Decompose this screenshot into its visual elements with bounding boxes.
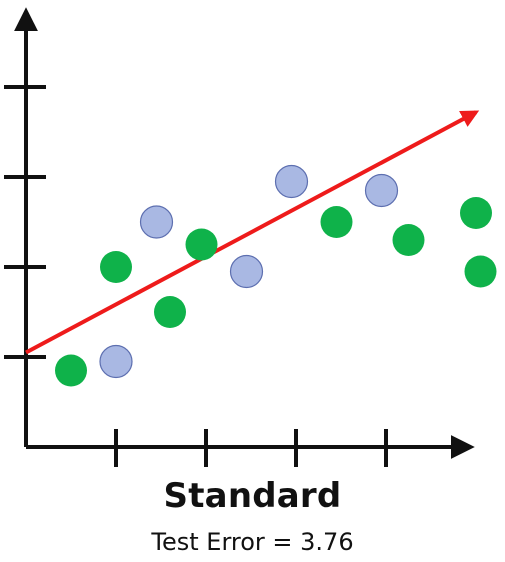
green-data-point: [464, 255, 497, 288]
blue-data-point: [99, 344, 133, 379]
blue-data-point: [364, 173, 399, 208]
axis-ticks: [4, 85, 388, 467]
test-error-label: Test Error = 3.76: [151, 528, 354, 556]
green-data-point: [392, 224, 425, 256]
green-data-point: [460, 197, 492, 229]
axes: [13, 7, 475, 459]
green-data-point: [100, 251, 132, 283]
green-data-point: [320, 206, 353, 238]
blue-data-point: [229, 254, 264, 289]
green-data-point: [185, 228, 218, 261]
green-data-point: [154, 296, 186, 328]
data-points: [55, 164, 497, 387]
green-data-point: [55, 354, 87, 387]
blue-data-point: [274, 164, 309, 199]
fit-line-layer: [25, 110, 480, 355]
chart-title: Standard: [163, 476, 342, 516]
fit-line: [25, 110, 480, 355]
blue-data-point: [139, 205, 174, 239]
